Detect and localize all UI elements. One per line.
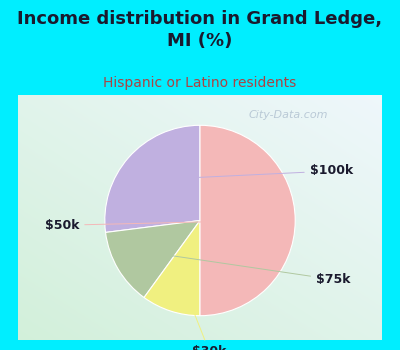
Wedge shape <box>105 125 200 232</box>
Text: $50k: $50k <box>45 219 259 232</box>
Bar <box>0 94 18 350</box>
Text: $75k: $75k <box>150 252 350 286</box>
Wedge shape <box>200 125 295 316</box>
Bar <box>382 94 400 350</box>
Text: $30k: $30k <box>182 282 227 350</box>
Text: City-Data.com: City-Data.com <box>248 110 328 120</box>
Text: Income distribution in Grand Ledge,
MI (%): Income distribution in Grand Ledge, MI (… <box>18 10 382 50</box>
Bar <box>0 340 400 350</box>
Text: Hispanic or Latino residents: Hispanic or Latino residents <box>103 76 297 90</box>
Wedge shape <box>106 220 200 298</box>
Text: $100k: $100k <box>156 164 353 180</box>
Wedge shape <box>144 220 200 316</box>
